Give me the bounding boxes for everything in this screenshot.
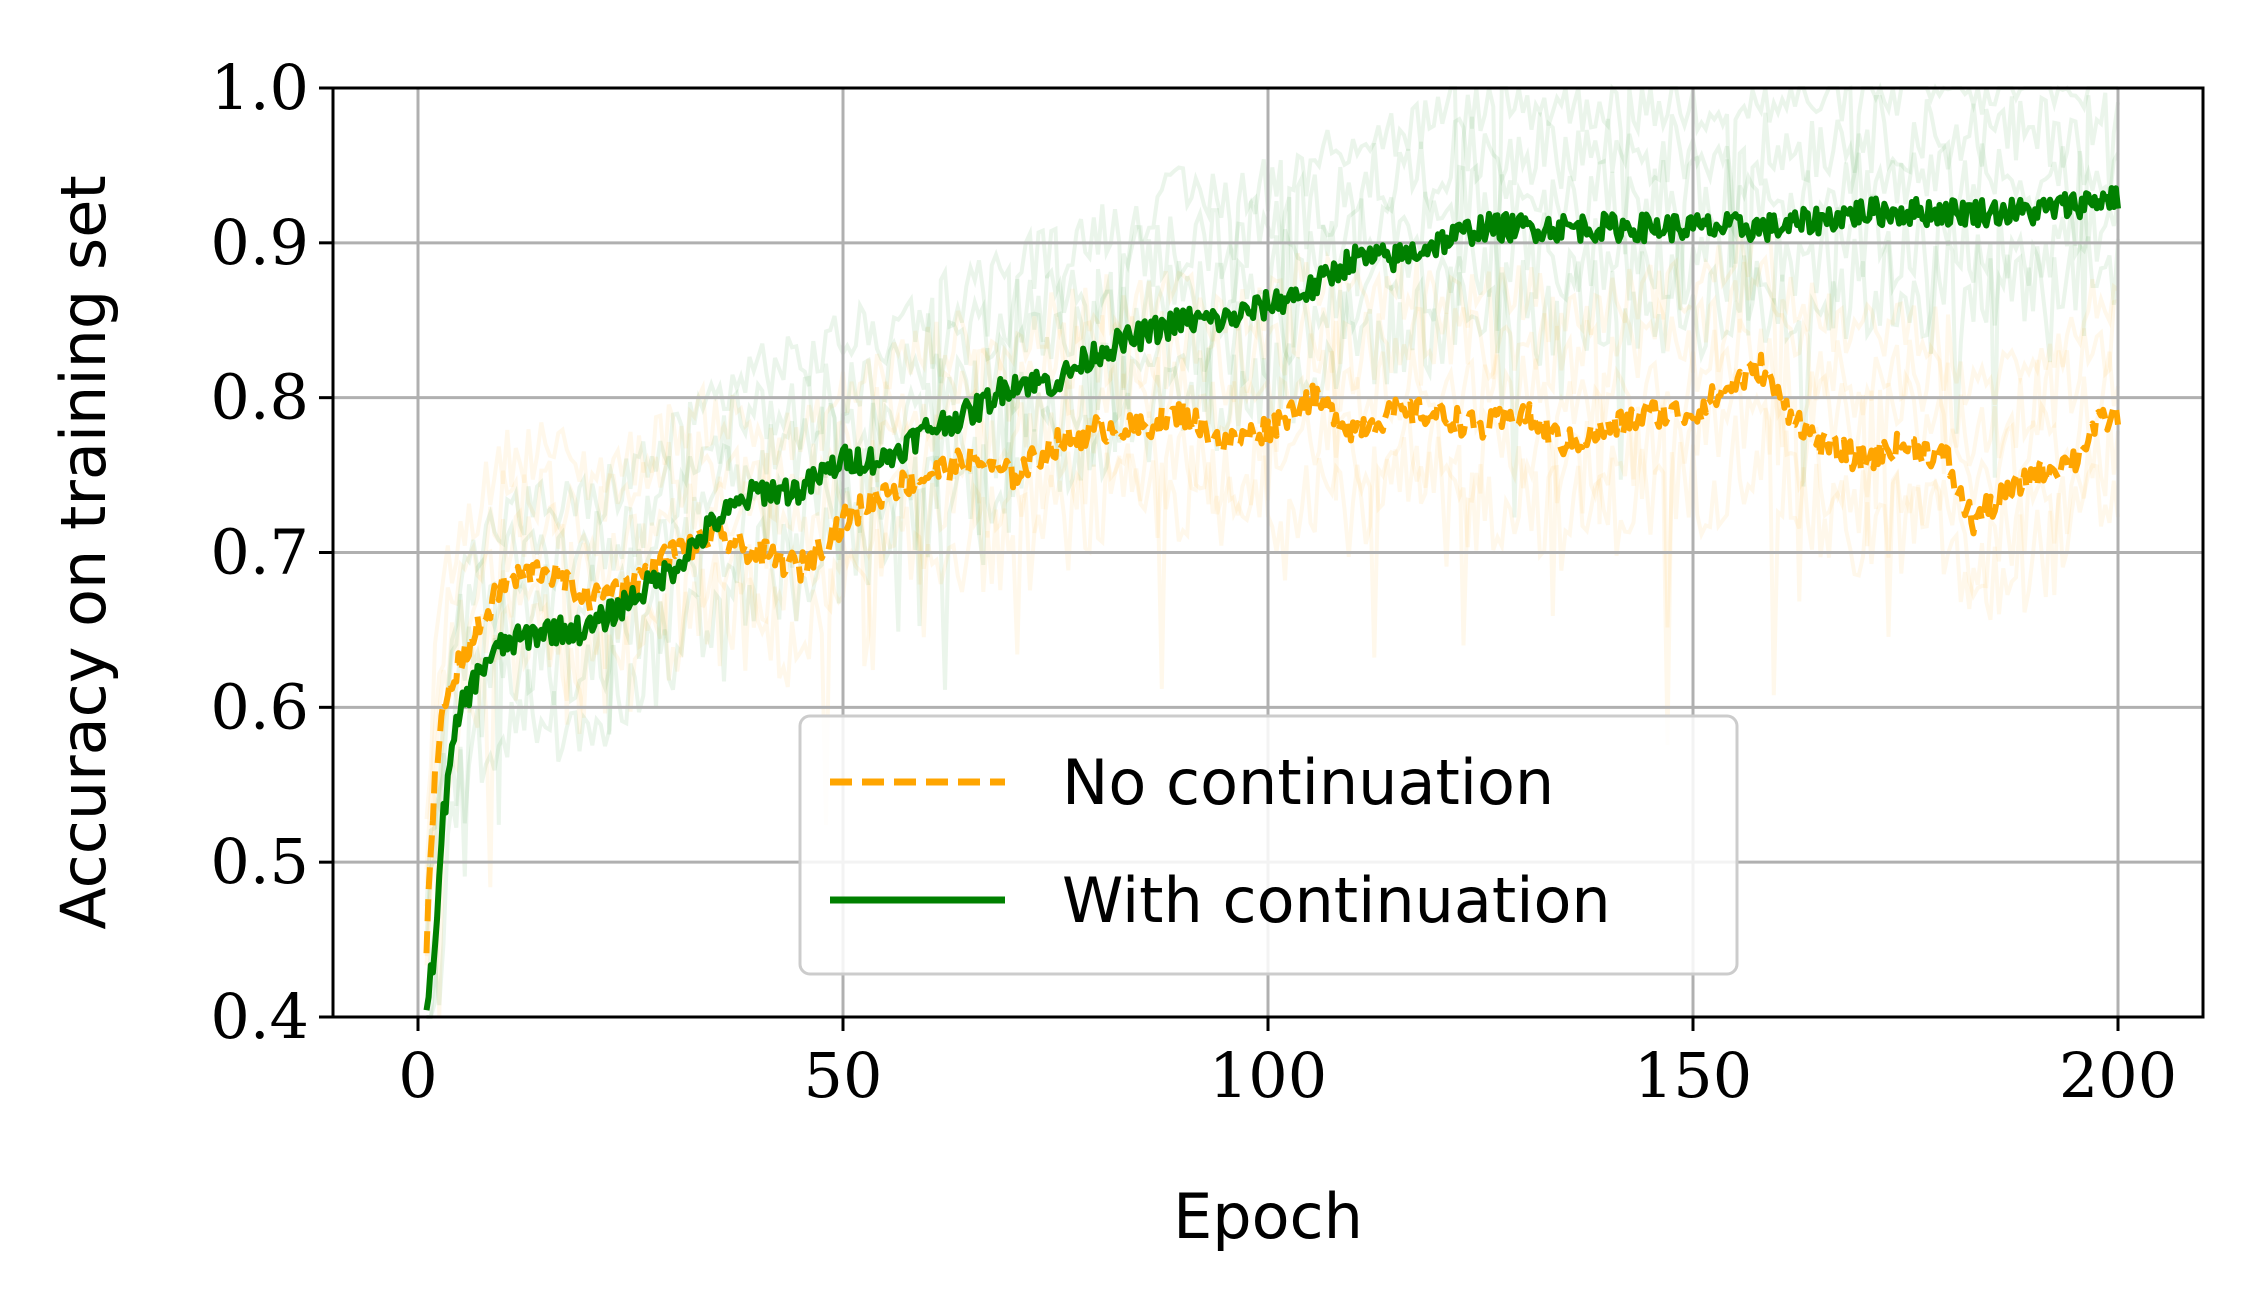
y-tick-label-1: 0.5 (210, 825, 309, 898)
series-line-no-continuation (423, 351, 2121, 954)
y-tick-label-3: 0.7 (210, 516, 309, 589)
y-tick-label-6: 1.0 (210, 51, 309, 124)
x-tick-label-0: 0 (398, 1039, 437, 1112)
x-tick-label-3: 150 (1634, 1039, 1752, 1112)
series-line-with-continuation (423, 185, 2121, 1011)
ticks-layer: 0 50 100 150 200 0.4 0.5 0.6 0.7 0.8 0.9 1.0 (210, 51, 2177, 1112)
run-band-0-3 (424, 407, 2120, 1018)
legend-label-with-continuation: With continuation (1062, 864, 1611, 937)
x-tick-label-4: 200 (2059, 1039, 2177, 1112)
y-axis-label: Accuracy on training set (47, 175, 120, 929)
x-axis-label: Epoch (1173, 1180, 1363, 1253)
x-tick-label-2: 100 (1209, 1039, 1327, 1112)
run-band-0-1 (424, 253, 2119, 870)
legend: No continuation With continuation (798, 714, 1739, 976)
series-layer (423, 185, 2121, 1011)
legend-box (798, 714, 1739, 976)
run-band-1-4 (424, 138, 2120, 1010)
run-band-1-1 (424, 92, 2120, 936)
y-tick-label-5: 0.9 (210, 206, 309, 279)
y-tick-label-0: 0.4 (210, 980, 309, 1053)
x-tick-label-1: 50 (804, 1039, 883, 1112)
y-tick-label-2: 0.6 (210, 670, 309, 743)
run-band-0-2 (424, 222, 2120, 820)
legend-label-no-continuation: No continuation (1062, 746, 1554, 819)
y-tick-label-4: 0.8 (210, 361, 309, 434)
